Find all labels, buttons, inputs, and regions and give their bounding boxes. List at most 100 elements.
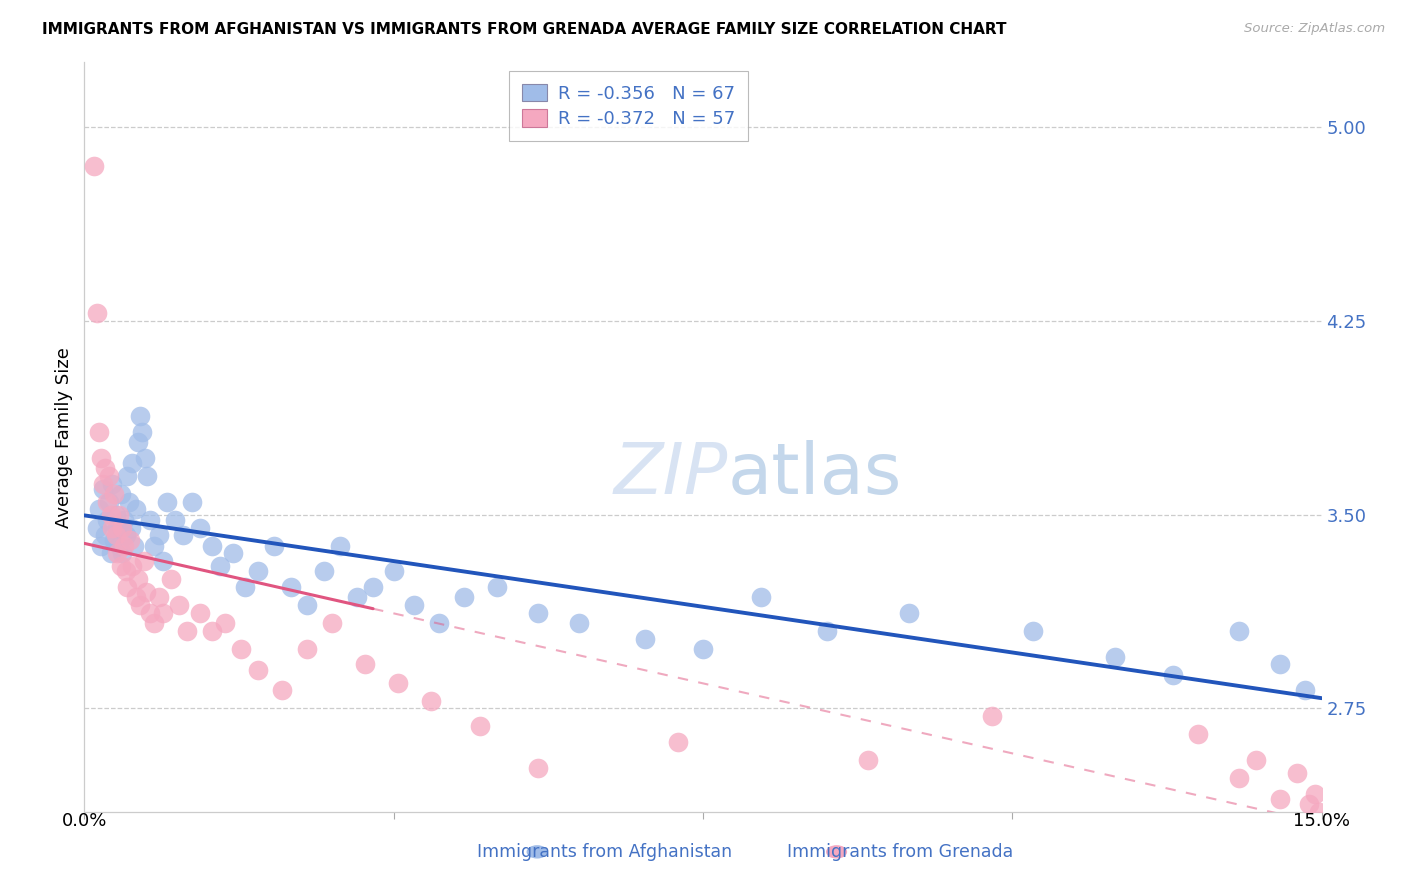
Point <box>201 539 224 553</box>
Point <box>1298 797 1320 811</box>
Point <box>1294 683 1316 698</box>
Point <box>139 513 162 527</box>
Point <box>108 539 131 553</box>
Point <box>90 450 112 465</box>
Point <box>91 476 114 491</box>
Point <box>110 559 132 574</box>
Point <box>280 580 302 594</box>
Point <box>295 598 318 612</box>
Point <box>104 528 127 542</box>
Point <box>143 539 166 553</box>
Point <box>329 539 352 553</box>
Text: 15.0%: 15.0% <box>1294 812 1350 830</box>
Point <box>112 513 135 527</box>
Point <box>91 482 114 496</box>
Point <box>111 520 134 534</box>
Point <box>112 539 135 553</box>
Point <box>692 642 714 657</box>
Point <box>856 753 879 767</box>
Point <box>96 513 118 527</box>
Point <box>263 539 285 553</box>
Point <box>160 572 183 586</box>
Point <box>382 565 405 579</box>
Point <box>89 425 111 439</box>
Point <box>111 546 134 560</box>
Point <box>172 528 194 542</box>
Point <box>453 591 475 605</box>
Point <box>419 693 441 707</box>
Point <box>118 494 141 508</box>
Point <box>815 624 838 638</box>
Point <box>271 683 294 698</box>
Point <box>1161 667 1184 681</box>
Point <box>1285 766 1308 780</box>
Point <box>94 461 117 475</box>
Point <box>129 409 152 424</box>
Point <box>100 508 122 522</box>
Point <box>980 709 1002 723</box>
Y-axis label: Average Family Size: Average Family Size <box>55 347 73 527</box>
Point <box>229 642 252 657</box>
Point <box>346 591 368 605</box>
Point <box>118 533 141 548</box>
Point <box>201 624 224 638</box>
Point <box>139 606 162 620</box>
Point <box>1227 624 1250 638</box>
Point <box>1227 771 1250 785</box>
Point <box>83 159 105 173</box>
Point <box>568 616 591 631</box>
Point <box>124 591 146 605</box>
Point <box>634 632 657 646</box>
Point <box>152 554 174 568</box>
Point <box>94 528 117 542</box>
Text: atlas: atlas <box>728 440 903 509</box>
Point <box>131 425 153 439</box>
Point <box>108 508 131 522</box>
Point <box>127 572 149 586</box>
Point <box>404 598 426 612</box>
Point <box>156 494 179 508</box>
Point <box>114 565 136 579</box>
Point <box>233 580 256 594</box>
Text: 0.0%: 0.0% <box>62 812 107 830</box>
Point <box>124 502 146 516</box>
Point <box>103 533 125 548</box>
Point <box>105 546 128 560</box>
Point <box>1270 657 1292 672</box>
Point <box>749 591 772 605</box>
Point <box>188 606 211 620</box>
Point <box>100 546 122 560</box>
Point <box>98 468 121 483</box>
Point <box>180 494 202 508</box>
Point <box>527 606 550 620</box>
Point <box>110 487 132 501</box>
Point <box>176 624 198 638</box>
Text: IMMIGRANTS FROM AFGHANISTAN VS IMMIGRANTS FROM GRENADA AVERAGE FAMILY SIZE CORRE: IMMIGRANTS FROM AFGHANISTAN VS IMMIGRANT… <box>42 22 1007 37</box>
Legend: R = -0.356   N = 67, R = -0.372   N = 57: R = -0.356 N = 67, R = -0.372 N = 57 <box>509 71 748 141</box>
Point <box>485 580 508 594</box>
Point <box>135 585 157 599</box>
Point <box>104 508 127 522</box>
Point <box>353 657 375 672</box>
Point <box>121 559 143 574</box>
Point <box>312 565 335 579</box>
Point <box>361 580 384 594</box>
Text: Immigrants from Afghanistan: Immigrants from Afghanistan <box>477 843 733 861</box>
Point <box>122 539 145 553</box>
Point <box>127 435 149 450</box>
Point <box>117 580 139 594</box>
Point <box>321 616 343 631</box>
Point <box>90 539 112 553</box>
Point <box>114 528 136 542</box>
Point <box>101 520 124 534</box>
Point <box>98 494 121 508</box>
Point <box>167 598 190 612</box>
Point <box>427 616 450 631</box>
Point <box>96 494 118 508</box>
Point <box>129 598 152 612</box>
Point <box>148 528 170 542</box>
Point <box>470 719 492 733</box>
Point <box>1308 805 1330 819</box>
Point <box>209 559 232 574</box>
Point <box>246 565 269 579</box>
